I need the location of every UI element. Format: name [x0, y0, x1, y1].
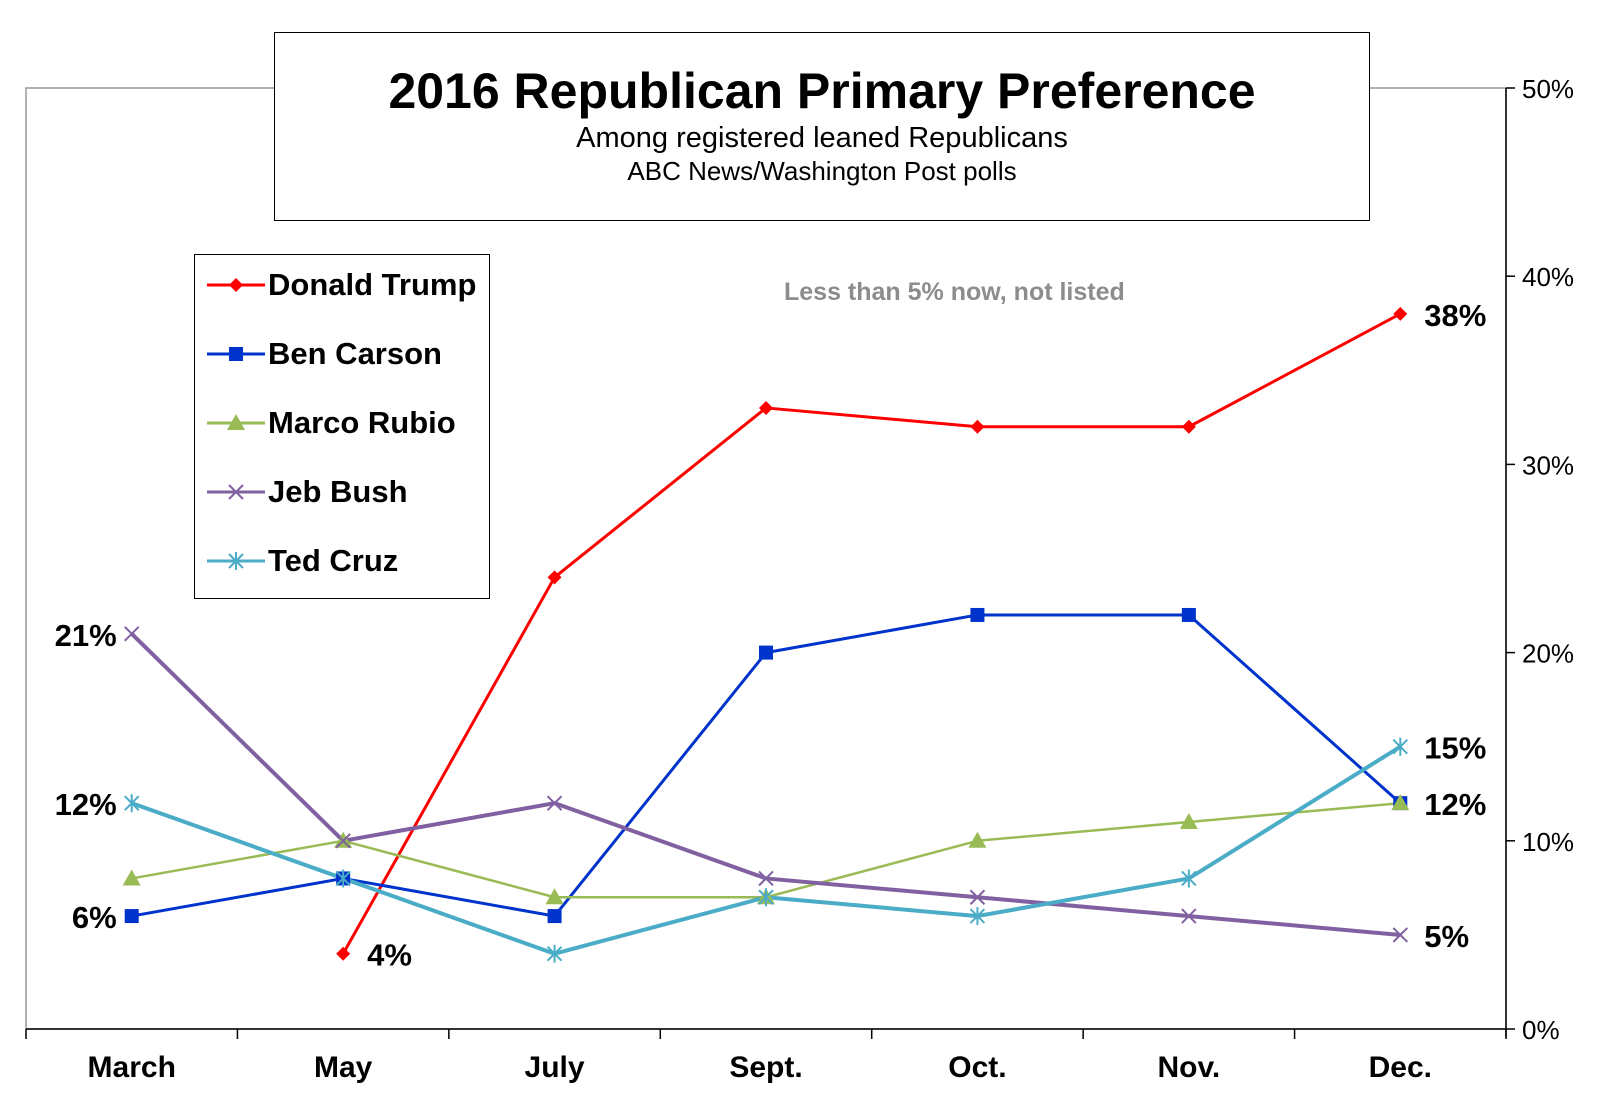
- data-point-ben-carson: [970, 607, 985, 622]
- chart-title-box: 2016 Republican Primary Preference Among…: [274, 32, 1370, 221]
- y-tick-label: 10%: [1522, 827, 1574, 857]
- data-point-marco-rubio: [545, 888, 564, 905]
- legend-marker: [228, 484, 244, 500]
- data-point-marco-rubio: [1391, 794, 1410, 811]
- y-tick-label: 0%: [1522, 1015, 1560, 1045]
- chart-title: 2016 Republican Primary Preference: [388, 63, 1256, 119]
- legend-label: Jeb Bush: [268, 474, 408, 509]
- y-tick-label: 50%: [1522, 74, 1574, 104]
- chart-note: Less than 5% now, not listed: [784, 278, 1125, 306]
- legend-label: Donald Trump: [268, 267, 477, 302]
- x-tick-label: Sept.: [729, 1051, 802, 1084]
- legend-swatch-jeb-bush: [207, 484, 265, 500]
- data-point-ted-cruz: [1181, 869, 1197, 888]
- y-tick-label: 30%: [1522, 450, 1574, 480]
- legend-marker: [227, 414, 245, 430]
- data-point-jeb-bush: [969, 889, 986, 905]
- legend-item-ben-carson: Ben Carson: [205, 334, 485, 374]
- legend-swatch-donald-trump: [207, 278, 265, 292]
- data-point-donald-trump: [1393, 306, 1408, 321]
- legend-label: Ted Cruz: [268, 543, 399, 578]
- data-point-ted-cruz: [969, 907, 986, 926]
- data-label: 21%: [55, 618, 117, 653]
- x-tick-label: Nov.: [1157, 1051, 1220, 1084]
- data-point-jeb-bush: [124, 626, 140, 642]
- data-point-ted-cruz: [335, 869, 351, 888]
- data-point-donald-trump: [336, 946, 351, 961]
- y-tick-label: 40%: [1522, 262, 1574, 292]
- data-point-marco-rubio: [968, 831, 987, 848]
- data-label: 15%: [1424, 731, 1486, 766]
- x-tick-label: Oct.: [948, 1051, 1006, 1084]
- data-label: 12%: [1424, 787, 1486, 822]
- data-label: 5%: [1424, 919, 1469, 954]
- chart-source: ABC News/Washington Post polls: [627, 156, 1017, 186]
- data-label: 12%: [55, 787, 117, 822]
- data-point-jeb-bush: [758, 870, 774, 887]
- legend-label: Ben Carson: [268, 336, 442, 371]
- data-point-jeb-bush: [1181, 908, 1197, 924]
- data-point-ted-cruz: [1392, 737, 1408, 756]
- data-label: 38%: [1424, 298, 1486, 333]
- series-line-donald-trump: [341, 312, 1401, 955]
- data-point-jeb-bush: [1392, 927, 1408, 943]
- legend-label: Marco Rubio: [268, 405, 456, 440]
- data-label: 4%: [367, 938, 412, 973]
- data-point-donald-trump: [970, 419, 985, 434]
- x-tick-label: July: [525, 1051, 585, 1084]
- x-tick-label: May: [314, 1051, 373, 1084]
- data-point-ted-cruz: [546, 944, 563, 963]
- legend-item-donald-trump: Donald Trump: [205, 265, 485, 305]
- legend-marker: [228, 552, 244, 570]
- x-tick-label: Dec.: [1369, 1051, 1432, 1084]
- legend-marker: [229, 278, 243, 292]
- data-point-ben-carson: [759, 645, 773, 660]
- chart-subtitle: Among registered leaned Republicans: [576, 122, 1068, 154]
- data-point-ted-cruz: [758, 888, 774, 907]
- data-point-ted-cruz: [124, 794, 140, 813]
- data-point-ben-carson: [124, 909, 139, 924]
- data-point-donald-trump: [1181, 419, 1196, 434]
- x-tick-label: March: [88, 1051, 176, 1084]
- chart-legend: Donald Trump Ben Carson Marco Rubio Jeb Bus…: [194, 254, 490, 599]
- data-point-donald-trump: [547, 570, 562, 585]
- data-point-marco-rubio: [1179, 812, 1198, 829]
- y-tick-label: 20%: [1522, 639, 1574, 669]
- legend-swatch-marco-rubio: [207, 414, 265, 430]
- legend-item-marco-rubio: Marco Rubio: [205, 403, 485, 443]
- data-point-marco-rubio: [122, 869, 141, 886]
- legend-item-jeb-bush: Jeb Bush: [205, 472, 485, 512]
- legend-item-ted-cruz: Ted Cruz: [205, 541, 485, 581]
- series-line-ted-cruz: [131, 745, 1402, 956]
- legend-swatch-ben-carson: [207, 347, 265, 361]
- data-point-ben-carson: [1181, 607, 1196, 622]
- data-point-ben-carson: [547, 909, 562, 924]
- data-point-donald-trump: [759, 400, 773, 415]
- legend-swatch-ted-cruz: [207, 552, 265, 570]
- data-label: 6%: [72, 900, 117, 935]
- data-point-jeb-bush: [335, 833, 351, 849]
- data-point-jeb-bush: [546, 795, 563, 811]
- legend-marker: [229, 347, 243, 361]
